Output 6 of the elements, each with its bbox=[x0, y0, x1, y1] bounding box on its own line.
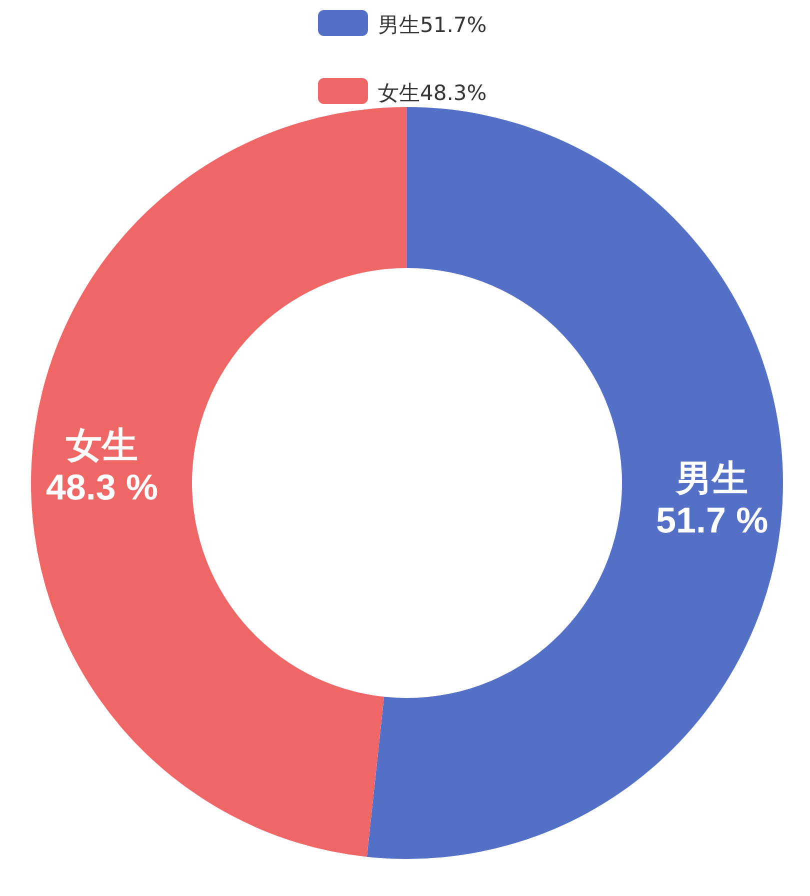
legend-label: 男生51.7% bbox=[378, 13, 487, 37]
legend-label: 女生48.3% bbox=[378, 81, 487, 105]
data-label: 男生 51.7 % bbox=[656, 457, 768, 540]
data-label: 女生 48.3 % bbox=[46, 424, 158, 508]
donut-slice bbox=[32, 107, 407, 857]
donut-slice bbox=[366, 107, 783, 859]
